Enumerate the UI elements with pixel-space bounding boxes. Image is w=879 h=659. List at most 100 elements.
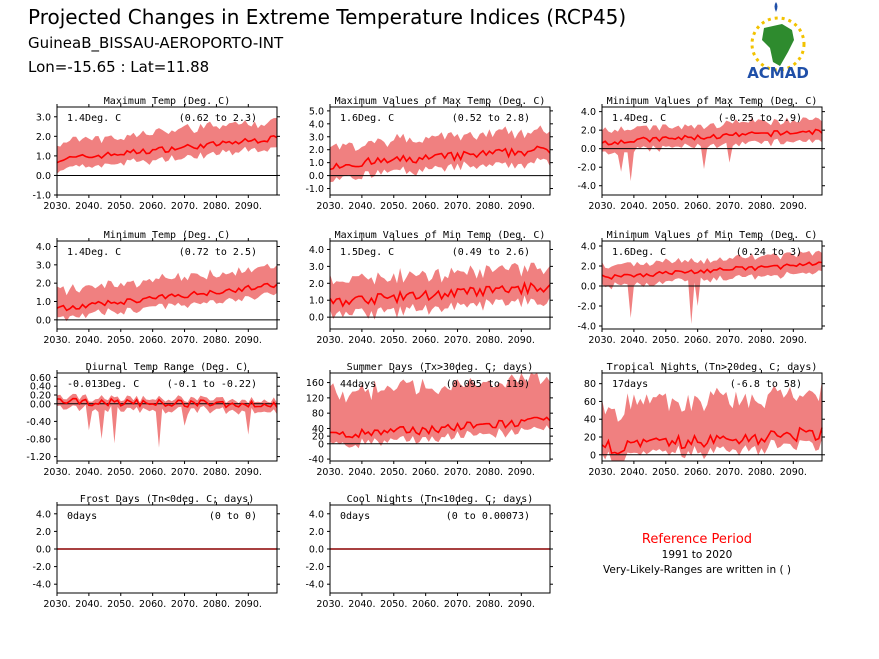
panel-range-label: (0.52 to 2.8) <box>452 113 530 124</box>
x-tick-label: 2060. <box>139 599 166 610</box>
x-tick-label: 2080. <box>748 335 775 346</box>
panel-range-label: (-6.8 to 58) <box>730 379 802 390</box>
x-tick-label: 2090. <box>780 467 807 478</box>
range-band <box>330 262 550 320</box>
panel-range-label: (0 to 0) <box>209 511 257 522</box>
median-line <box>601 261 823 280</box>
y-tick-label: 4.0 <box>36 242 51 253</box>
y-tick-label: 2.0 <box>581 262 596 273</box>
x-tick-label: 2040. <box>75 335 102 346</box>
y-tick-label: 60 <box>584 397 596 408</box>
y-tick-label: 2.0 <box>36 132 51 143</box>
panel-title: Maximum Temp (Deg. C) <box>104 96 230 107</box>
x-tick-label: 2030. <box>43 201 70 212</box>
x-tick-label: 2080. <box>203 335 230 346</box>
chart-panel-9: 0 20 40 60 80 2030. 2040. 2050. 2060. 2070. 2080. 2… <box>584 362 825 478</box>
x-tick-label: 2050. <box>380 467 407 478</box>
panel-range-label: (0.095 to 119) <box>446 379 530 390</box>
range-band <box>602 117 822 182</box>
y-tick-label: -4.0 <box>577 322 596 333</box>
x-tick-label: 2080. <box>203 467 230 478</box>
panel-stat-label: 0days <box>340 511 370 522</box>
y-tick-label: 3.0 <box>36 260 51 271</box>
y-tick-label: 120 <box>306 393 324 404</box>
x-tick-label: 2030. <box>43 467 70 478</box>
x-tick-label: 2040. <box>348 467 375 478</box>
chart-panel-3: -4.0 -2.0 0.0 2.0 4.0 2030. 2040. 2050. 2060. 207… <box>577 96 825 212</box>
x-tick-label: 2090. <box>235 201 262 212</box>
x-tick-label: 2070. <box>444 599 471 610</box>
africa-sun-logo-icon <box>750 2 806 72</box>
plot-frame <box>601 372 823 462</box>
x-tick-label: 2050. <box>107 335 134 346</box>
x-tick-label: 2090. <box>235 335 262 346</box>
x-tick-label: 2040. <box>620 201 647 212</box>
acmad-logo: ACMAD <box>747 2 809 82</box>
y-tick-label: 4.0 <box>309 245 324 256</box>
median-line <box>329 280 551 308</box>
x-tick-label: 2080. <box>476 335 503 346</box>
x-tick-label: 2080. <box>476 599 503 610</box>
y-tick-label: -2.0 <box>577 163 596 174</box>
x-tick-label: 2040. <box>620 467 647 478</box>
y-tick-label: 160 <box>306 378 324 389</box>
x-tick-label: 2050. <box>107 467 134 478</box>
y-tick-label: -40 <box>308 455 324 466</box>
y-tick-label: -4.0 <box>305 580 324 591</box>
x-tick-label: 2030. <box>588 467 615 478</box>
y-tick-label: 4.0 <box>309 119 324 130</box>
x-tick-label: 2070. <box>171 335 198 346</box>
x-tick-label: 2090. <box>508 335 535 346</box>
panel-range-label: (0 to 0.00073) <box>446 511 530 522</box>
panel-title: Minimum Values of Max Temp (Deg. C) <box>607 96 818 107</box>
panel-stat-label: 1.4Deg. C <box>612 113 666 124</box>
plot-frame <box>329 372 551 462</box>
panel-stat-label: -0.013Deg. C <box>67 379 139 390</box>
median-line <box>56 135 278 164</box>
reference-title: Reference Period <box>642 532 752 547</box>
x-tick-label: 2080. <box>203 201 230 212</box>
chart-panel-6: -4.0 -2.0 0.0 2.0 4.0 2030. 2040. 2050. 2060. 207… <box>577 230 825 346</box>
reference-period: 1991 to 2020 <box>662 549 733 561</box>
x-tick-label: 2030. <box>588 201 615 212</box>
median-line <box>56 282 278 312</box>
chart-panel-2: -1.0 0.0 1.0 2.0 3.0 4.0 5.0 2030. 2040. 2050. 206… <box>305 96 553 212</box>
panel-title: Minimum Values of Min Temp (Deg. C) <box>607 230 818 241</box>
panel-stat-label: 1.4Deg. C <box>67 113 121 124</box>
x-tick-label: 2090. <box>508 467 535 478</box>
y-tick-label: 4.0 <box>581 107 596 118</box>
y-tick-label: -0.80 <box>26 435 51 446</box>
y-tick-label: 3.0 <box>309 132 324 143</box>
chart-panel-10: -4.0 -2.0 0.0 2.0 4.0 2030. 2040. 2050. 2060. 207… <box>32 494 280 610</box>
y-tick-label: -1.0 <box>305 184 324 195</box>
x-tick-label: 2050. <box>380 201 407 212</box>
range-band <box>330 373 550 449</box>
y-tick-label: 0.0 <box>309 171 324 182</box>
y-tick-label: 1.0 <box>36 151 51 162</box>
x-tick-label: 2090. <box>235 467 262 478</box>
reference-info: Reference Period 1991 to 2020 Very-Likel… <box>603 532 791 576</box>
panel-range-label: (-0.1 to -0.22) <box>167 379 257 390</box>
median-line <box>329 145 551 171</box>
panel-stat-label: 1.4Deg. C <box>67 247 121 258</box>
x-tick-label: 2060. <box>139 201 166 212</box>
panel-title: Summer Days (Tx>30deg. C; days) <box>347 362 534 373</box>
x-tick-label: 2050. <box>652 201 679 212</box>
x-tick-label: 2070. <box>716 467 743 478</box>
y-tick-label: 0.0 <box>36 315 51 326</box>
panel-stat-label: 1.6Deg. C <box>340 113 394 124</box>
y-tick-label: 2.0 <box>309 527 324 538</box>
plot-frame <box>601 106 823 196</box>
y-tick-label: 20 <box>312 432 324 443</box>
x-tick-label: 2090. <box>508 201 535 212</box>
plot-frame <box>329 106 551 196</box>
x-tick-label: 2060. <box>684 335 711 346</box>
x-tick-label: 2070. <box>171 599 198 610</box>
y-tick-label: 5.0 <box>309 106 324 117</box>
reference-note: Very-Likely-Ranges are written in ( ) <box>603 564 791 576</box>
x-tick-label: 2090. <box>780 335 807 346</box>
y-tick-label: 80 <box>312 409 324 420</box>
x-tick-label: 2060. <box>684 467 711 478</box>
